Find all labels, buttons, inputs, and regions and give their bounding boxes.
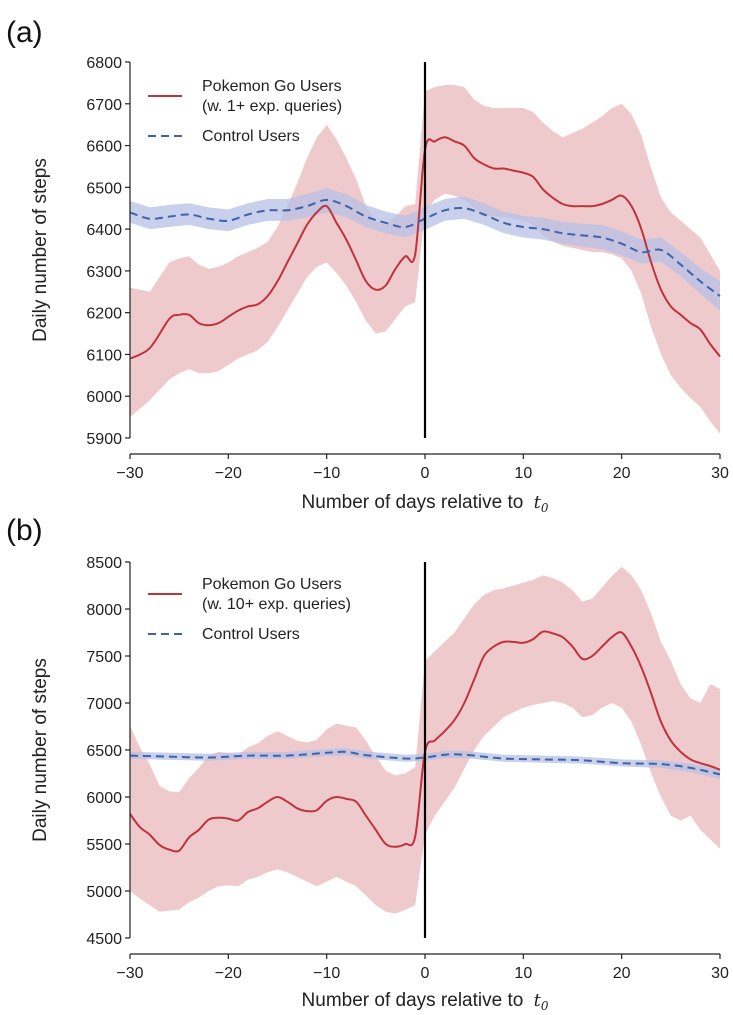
x-axis-title-symbol-a: t <box>534 492 542 513</box>
legend-label-pokemon-a: Pokemon Go Users <box>202 78 342 95</box>
x-tick-label-b: 30 <box>711 965 729 982</box>
y-tick-label-b: 8000 <box>86 602 122 619</box>
x-tick-label-a: −10 <box>313 465 340 482</box>
y-tick-label-b: 6500 <box>86 743 122 760</box>
y-tick-label-b: 5500 <box>86 837 122 854</box>
y-axis-title-b: Daily number of steps <box>30 658 51 842</box>
y-tick-label-b: 6000 <box>86 790 122 807</box>
x-axis-title-symbol-b: t <box>534 990 542 1011</box>
y-tick-label-b: 4500 <box>86 931 122 948</box>
x-tick-label-b: −30 <box>116 965 143 982</box>
panel-label-b: (b) <box>6 514 43 547</box>
x-tick-label-a: −30 <box>116 465 143 482</box>
y-tick-label-a: 5900 <box>86 431 122 448</box>
panel-label-a: (a) <box>6 16 43 49</box>
legend-label-pokemon-sub-b: (w. 10+ exp. queries) <box>202 596 351 613</box>
x-axis-title-b: Number of days relative to t0 <box>302 990 549 1013</box>
legend-b: Pokemon Go Users (w. 10+ exp. queries) C… <box>148 576 351 643</box>
legend-label-pokemon-b: Pokemon Go Users <box>202 576 342 593</box>
x-tick-label-b: 10 <box>514 965 532 982</box>
panel-b: (b) Daily number of steps Number of days… <box>6 514 729 1013</box>
legend-label-control-b: Control Users <box>202 626 300 643</box>
legend-label-control-a: Control Users <box>202 128 300 145</box>
x-tick-label-a: 0 <box>421 465 430 482</box>
y-axis-title-a: Daily number of steps <box>30 158 51 342</box>
confidence-bands-a <box>130 85 720 434</box>
y-tick-label-a: 6600 <box>86 139 122 156</box>
x-tick-label-b: 0 <box>421 965 430 982</box>
x-tick-label-b: −10 <box>313 965 340 982</box>
y-tick-label-a: 6100 <box>86 347 122 364</box>
y-tick-label-b: 7500 <box>86 649 122 666</box>
x-axis-title-text-b: Number of days relative to <box>302 990 524 1011</box>
y-tick-label-a: 6800 <box>86 55 122 72</box>
series-line-control-b <box>129 750 721 776</box>
x-axis-title-text-a: Number of days relative to <box>302 492 524 513</box>
panel-a: (a) Daily number of steps Number of days… <box>6 16 729 515</box>
legend-label-pokemon-sub-a: (w. 1+ exp. queries) <box>202 98 342 115</box>
y-tick-label-a: 6200 <box>86 306 122 323</box>
x-tick-label-a: 20 <box>613 465 631 482</box>
y-tick-label-a: 6300 <box>86 264 122 281</box>
series-line-pokemon-a <box>129 136 721 360</box>
x-tick-label-a: −20 <box>215 465 242 482</box>
y-tick-label-a: 6400 <box>86 222 122 239</box>
axes-b: 4500 5000 5500 6000 6500 7000 7500 8000 8500 −30 −… <box>86 555 729 982</box>
confidence-band-control-a <box>130 188 720 311</box>
y-tick-label-a: 6000 <box>86 389 122 406</box>
x-tick-label-b: −20 <box>215 965 242 982</box>
x-axis-title-subscript-b: 0 <box>541 999 549 1013</box>
series-lines-a <box>129 62 721 438</box>
y-tick-label-a: 6700 <box>86 97 122 114</box>
y-tick-label-a: 6500 <box>86 180 122 197</box>
x-axis-title-subscript-a: 0 <box>541 501 549 515</box>
confidence-band-pokemon-a <box>130 85 720 434</box>
legend-a: Pokemon Go Users (w. 1+ exp. queries) Co… <box>148 78 342 145</box>
y-tick-label-b: 7000 <box>86 696 122 713</box>
series-lines-b <box>129 562 721 938</box>
x-tick-label-a: 10 <box>514 465 532 482</box>
x-tick-label-b: 20 <box>613 965 631 982</box>
y-tick-label-b: 5000 <box>86 884 122 901</box>
axes-a: 5900 6000 6100 6200 6300 6400 6500 6600 6700 6800… <box>86 55 729 482</box>
y-tick-label-b: 8500 <box>86 555 122 572</box>
x-axis-title-a: Number of days relative to t0 <box>302 492 549 515</box>
x-tick-label-a: 30 <box>711 465 729 482</box>
